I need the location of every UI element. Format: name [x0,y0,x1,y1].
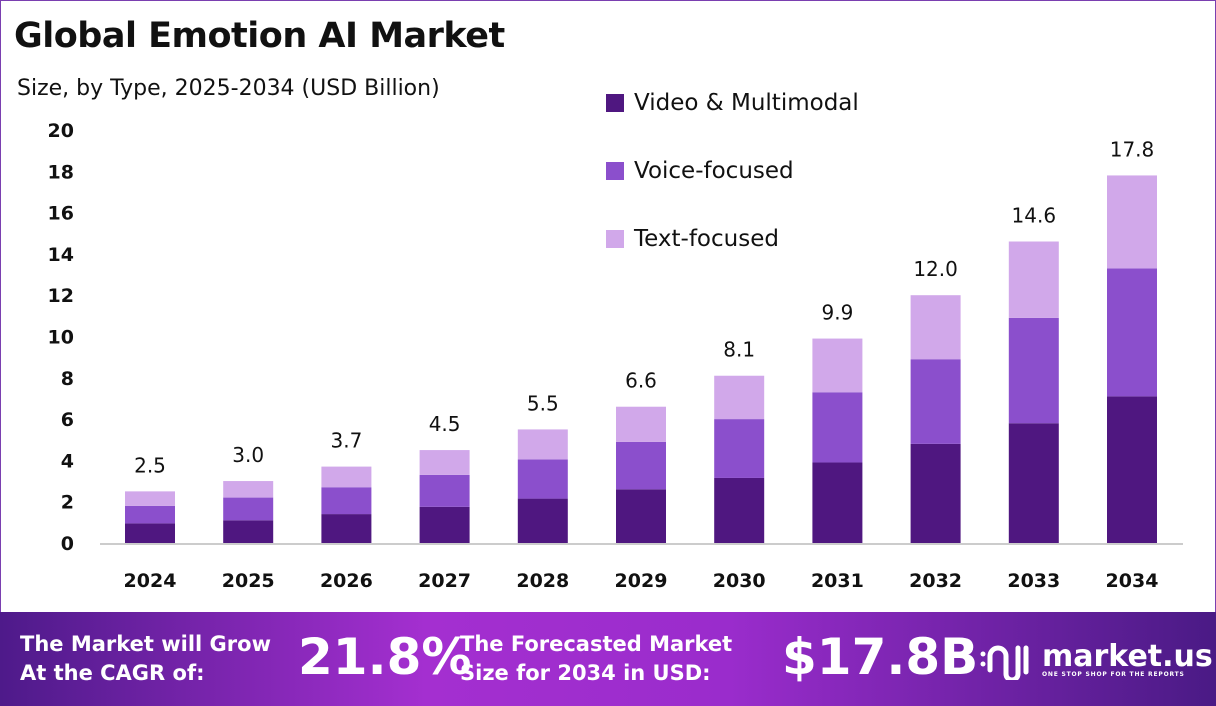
size-label-line1: The Forecasted Market [460,632,733,656]
bar-segment-voice-focused [1107,268,1157,397]
x-tick-label: 2033 [1007,570,1060,592]
chart-title: Global Emotion AI Market [14,16,505,56]
bar-total-label: 3.7 [330,429,362,453]
bar-segment-video-multimodal [714,477,765,543]
legend-item: Voice-focused [606,154,859,188]
bar-segment-text-focused [910,295,961,360]
bar-total-label: 17.8 [1110,137,1155,161]
bar-segment-text-focused [321,466,372,488]
x-tick-label: 2025 [222,570,275,592]
bar-segment-video-multimodal [517,498,568,543]
stacked-bar-chart: 0 2 4 6 8 10 12 14 16 18 20 2.5 2024 3.0 2025 3.7 2026 4.… [48,120,1183,592]
bar-segment-video-multimodal [616,489,666,543]
market-size-label: The Forecasted Market Size for 2034 in US… [460,630,732,688]
cagr-value: 21.8% [298,628,472,686]
bar-segment-text-focused [1107,175,1157,269]
y-tick-label: 14 [48,244,74,266]
y-tick-label: 12 [48,285,74,307]
y-tick-label: 18 [48,161,74,183]
logo-name: market.us [1042,638,1213,674]
y-tick-label: 10 [48,327,74,349]
legend-item: Text-focused [606,222,859,256]
legend-label: Video & Multimodal [634,90,859,116]
x-tick-label: 2031 [811,570,864,592]
logo-tagline: ONE STOP SHOP FOR THE REPORTS [1042,670,1185,678]
bar-total-label: 5.5 [527,391,559,415]
legend-label: Voice-focused [634,158,794,184]
x-tick-label: 2028 [516,570,569,592]
bar-segment-text-focused [812,338,863,393]
bar-segment-voice-focused [714,419,765,478]
market-size-value: $17.8B [782,628,979,686]
bar-segment-video-multimodal [910,443,961,543]
bar-segment-video-multimodal [1008,423,1059,543]
bar-segment-text-focused [517,429,568,460]
bar-total-label: 4.5 [429,412,461,436]
legend-swatch [606,94,624,112]
legend-label: Text-focused [634,226,779,252]
footer-banner: The Market will Grow At the CAGR of: 21.8… [0,612,1216,706]
bar-segment-text-focused [419,450,470,475]
bar-segment-video-multimodal [223,520,274,543]
x-tick-label: 2029 [615,570,668,592]
bar-segment-text-focused [1008,241,1059,318]
legend-swatch [606,162,624,180]
bar-segment-voice-focused [1008,317,1059,424]
bar-total-label: 8.1 [723,338,755,362]
bar-segment-voice-focused [910,359,961,444]
bar-segment-text-focused [714,375,765,420]
bar-total-label: 3.0 [232,443,264,467]
bar-segment-voice-focused [812,392,863,463]
x-tick-label: 2026 [320,570,373,592]
x-tick-label: 2030 [713,570,766,592]
y-tick-label: 2 [61,492,74,514]
x-tick-label: 2024 [124,570,177,592]
legend: Video & Multimodal Voice-focused Text-focu… [606,86,859,290]
y-tick-label: 16 [48,203,74,225]
bar-segment-text-focused [125,491,175,506]
cagr-label: The Market will Grow At the CAGR of: [20,630,271,688]
y-tick-label: 20 [48,120,74,142]
bar-total-label: 9.9 [821,301,853,325]
y-tick-label: 6 [61,409,74,431]
marketus-logo: market.us ONE STOP SHOP FOR THE REPORTS [980,640,1213,680]
y-tick-label: 0 [61,533,74,555]
bar-total-label: 14.6 [1012,204,1057,228]
bar-segment-voice-focused [517,459,568,499]
bar-segment-text-focused [616,406,666,442]
bar-segment-voice-focused [419,474,470,507]
x-tick-label: 2032 [909,570,962,592]
cagr-label-line1: The Market will Grow [20,632,271,656]
y-tick-label: 4 [61,450,74,472]
bar-segment-video-multimodal [321,514,372,543]
size-label-line2: Size for 2034 in USD: [460,661,711,685]
bar-total-label: 6.6 [625,369,657,393]
logo-mark-icon [980,645,1029,680]
bar-segment-voice-focused [616,441,666,490]
bar-segment-video-multimodal [125,523,175,543]
x-tick-label: 2034 [1106,570,1159,592]
bar-segment-text-focused [223,481,274,498]
bar-segment-voice-focused [125,505,175,524]
bar-segment-video-multimodal [1107,396,1157,543]
cagr-label-line2: At the CAGR of: [20,661,205,685]
y-tick-label: 8 [61,368,74,390]
legend-swatch [606,230,624,248]
bar-segment-voice-focused [223,497,274,521]
chart-subtitle: Size, by Type, 2025-2034 (USD Billion) [17,76,440,101]
bar-total-label: 2.5 [134,453,166,477]
legend-item: Video & Multimodal [606,86,859,120]
bar-total-label: 12.0 [913,257,958,281]
bar-segment-voice-focused [321,487,372,515]
bar-segment-video-multimodal [812,462,863,543]
x-tick-label: 2027 [418,570,471,592]
bar-segment-video-multimodal [419,506,470,543]
